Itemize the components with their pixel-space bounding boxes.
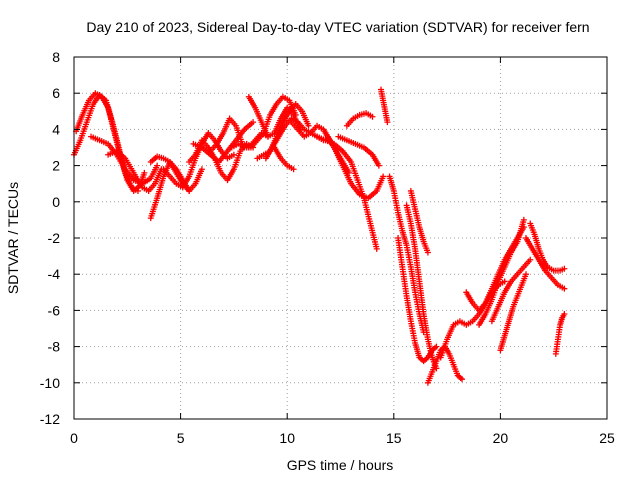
series-track-15 bbox=[271, 144, 297, 173]
data-point bbox=[290, 166, 297, 173]
data-point bbox=[154, 162, 161, 169]
series-track-25 bbox=[407, 187, 431, 256]
axis-ticks: 0 5 10 15 20 25 -12 -10 -8 -6 -4 -2 0 2 4 6 8 bbox=[40, 49, 615, 446]
data-point bbox=[433, 343, 440, 350]
series-track-33 bbox=[527, 220, 568, 274]
data-point bbox=[380, 173, 387, 180]
y-tick-label: -6 bbox=[48, 302, 61, 318]
x-axis-label: GPS time / hours bbox=[287, 457, 394, 473]
series-track-18 bbox=[322, 130, 387, 202]
y-tick-label: 8 bbox=[52, 49, 60, 65]
series-track-6 bbox=[147, 153, 193, 194]
data-point bbox=[375, 162, 382, 169]
data-point bbox=[501, 278, 508, 285]
y-tick-label: -4 bbox=[48, 266, 61, 282]
x-tick-label: 5 bbox=[177, 430, 185, 446]
data-point bbox=[305, 122, 312, 129]
series-track-34 bbox=[552, 311, 568, 357]
data-point bbox=[424, 249, 431, 256]
data-point bbox=[369, 113, 376, 120]
data-point bbox=[561, 285, 568, 292]
y-tick-label: -8 bbox=[48, 339, 61, 355]
y-tick-label: 0 bbox=[52, 194, 60, 210]
y-tick-label: 4 bbox=[52, 121, 60, 137]
series-track-19 bbox=[335, 133, 382, 169]
data-point bbox=[141, 169, 148, 176]
series-track-24 bbox=[403, 202, 440, 372]
y-tick-label: 6 bbox=[52, 85, 60, 101]
data-point bbox=[527, 256, 534, 263]
series-track-29 bbox=[476, 216, 527, 328]
data-point bbox=[459, 376, 466, 383]
data-point bbox=[250, 119, 257, 126]
y-tick-label: -10 bbox=[40, 375, 60, 391]
y-tick-label: 2 bbox=[52, 158, 60, 174]
data-point bbox=[230, 151, 237, 158]
y-tick-label: -2 bbox=[48, 230, 61, 246]
x-tick-label: 10 bbox=[279, 430, 295, 446]
y-tick-label: -12 bbox=[40, 411, 60, 427]
series-track-21 bbox=[378, 86, 391, 126]
x-tick-label: 25 bbox=[599, 430, 615, 446]
data-points bbox=[71, 86, 568, 386]
x-tick-label: 20 bbox=[493, 430, 509, 446]
data-point bbox=[522, 271, 529, 278]
data-point bbox=[373, 245, 380, 252]
data-point bbox=[186, 187, 193, 194]
series-track-31 bbox=[497, 271, 529, 354]
series-track-20 bbox=[343, 110, 376, 129]
x-tick-label: 15 bbox=[386, 430, 402, 446]
series-track-32 bbox=[522, 235, 568, 292]
x-tick-label: 0 bbox=[70, 430, 78, 446]
series-track-30 bbox=[488, 256, 534, 325]
data-point bbox=[561, 311, 568, 318]
series-track-12 bbox=[245, 93, 303, 140]
data-point bbox=[384, 119, 391, 126]
series-track-4 bbox=[105, 148, 165, 194]
series-track-22 bbox=[386, 173, 427, 336]
data-point bbox=[561, 265, 568, 272]
data-point bbox=[520, 216, 527, 223]
y-axis-label: SDTVAR / TECUs bbox=[5, 182, 21, 294]
chart-title: Day 210 of 2023, Sidereal Day-to-day VTE… bbox=[86, 19, 589, 35]
data-point bbox=[198, 166, 205, 173]
series-track-26 bbox=[424, 343, 466, 386]
